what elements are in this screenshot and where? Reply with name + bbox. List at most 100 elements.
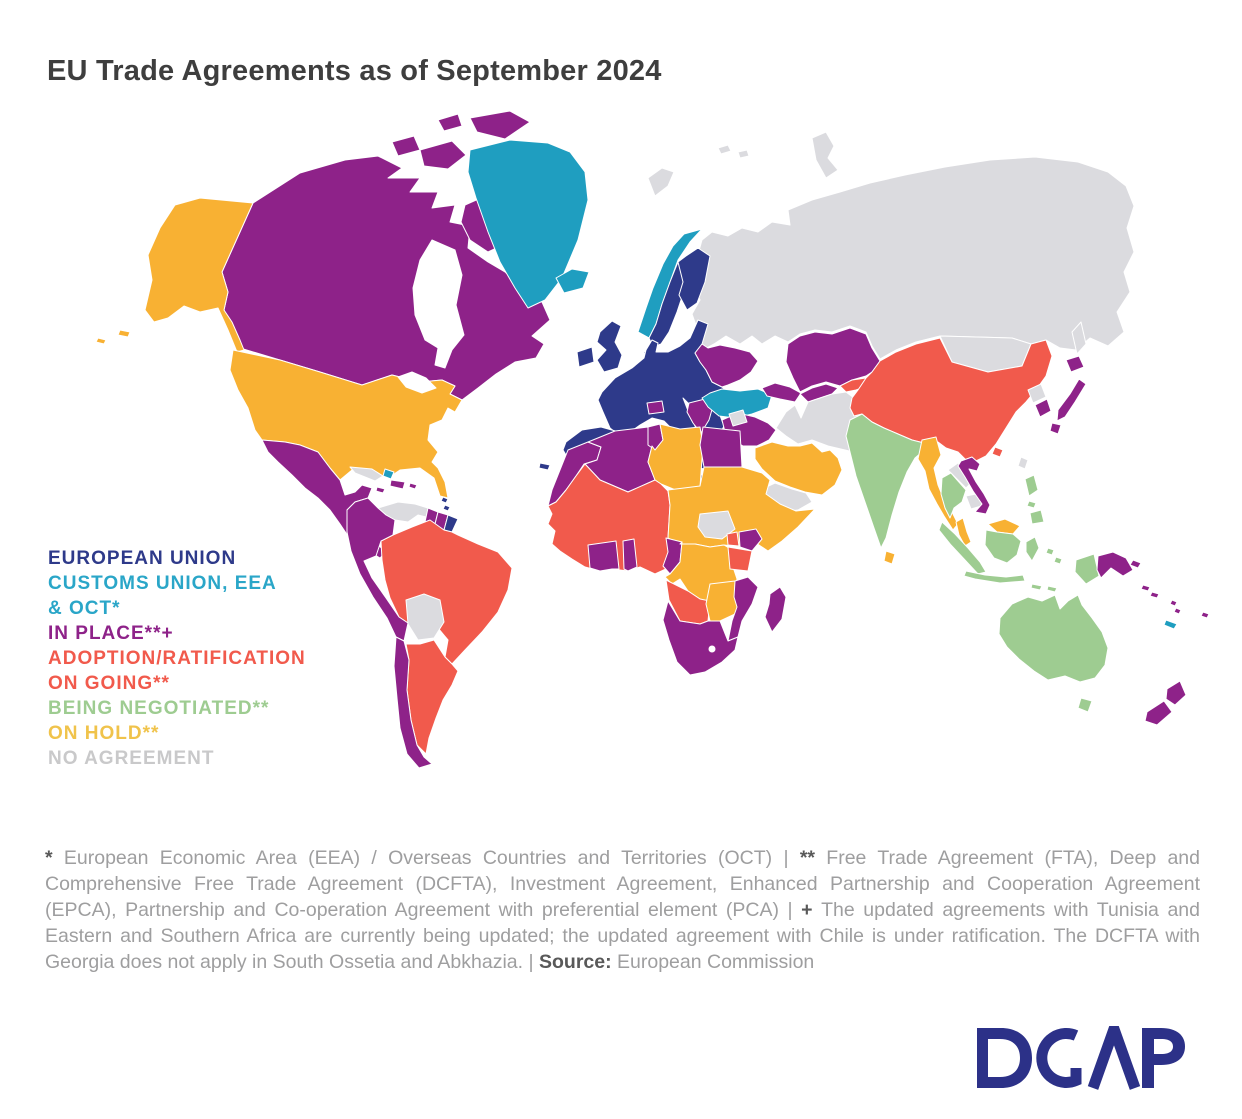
region-moluccas bbox=[1045, 547, 1055, 556]
region-canada bbox=[437, 113, 463, 132]
region-new-zealand bbox=[1165, 680, 1187, 706]
region-saudi-gcc bbox=[754, 441, 843, 496]
region-canada bbox=[419, 140, 467, 170]
region-chile bbox=[393, 636, 433, 769]
region-alaska bbox=[144, 197, 254, 353]
legend-line-in-place: IN PLACE**+ bbox=[48, 623, 174, 644]
region-java bbox=[963, 570, 1026, 584]
region-borneo bbox=[984, 529, 1022, 564]
region-alaska bbox=[117, 329, 131, 338]
region-syria bbox=[728, 409, 748, 427]
region-south-sudan bbox=[697, 510, 736, 540]
great-lakes bbox=[397, 371, 437, 394]
region-finland bbox=[677, 247, 711, 311]
region-north-korea bbox=[1027, 383, 1047, 404]
region-vanuatu bbox=[1169, 599, 1178, 607]
region-russia bbox=[1071, 321, 1087, 355]
legend-line-customs-union-1: CUSTOMS UNION, EEA bbox=[48, 573, 277, 594]
region-philippines bbox=[1024, 474, 1039, 497]
region-andean bbox=[346, 497, 409, 642]
region-hainan bbox=[991, 446, 1004, 458]
region-australia bbox=[998, 594, 1109, 683]
region-svalbard bbox=[647, 167, 675, 197]
region-kazakhstan bbox=[785, 327, 881, 393]
region-russia bbox=[691, 156, 1135, 360]
region-india bbox=[845, 413, 935, 549]
region-switzerland bbox=[646, 400, 665, 415]
footnote-text: * European Economic Area (EEA) / Oversea… bbox=[45, 847, 1200, 973]
region-png bbox=[1129, 559, 1142, 569]
region-brazil bbox=[380, 519, 513, 665]
region-sri-lanka bbox=[883, 550, 896, 565]
region-png bbox=[1096, 551, 1134, 579]
region-turkey bbox=[701, 388, 773, 419]
region-philippines bbox=[1029, 509, 1045, 525]
region-thailand bbox=[940, 472, 967, 519]
region-tasmania bbox=[1077, 697, 1093, 713]
region-ukraine bbox=[694, 343, 759, 388]
region-southern-africa bbox=[662, 600, 739, 676]
page-title: EU Trade Agreements as of September 2024 bbox=[47, 55, 662, 88]
region-vietnam bbox=[957, 456, 991, 515]
region-russia bbox=[737, 149, 750, 159]
region-uganda bbox=[726, 531, 740, 547]
region-togo-benin bbox=[622, 538, 638, 572]
region-canada bbox=[391, 135, 421, 157]
region-japan bbox=[1065, 355, 1085, 373]
legend-line-ratification-2: ON GOING** bbox=[48, 673, 170, 694]
dgap-logo bbox=[977, 1026, 1185, 1090]
region-new-zealand bbox=[1144, 700, 1173, 726]
region-novaya-zemlya bbox=[811, 131, 839, 179]
region-malaysia-borneo bbox=[987, 518, 1021, 535]
region-lesser-sunda bbox=[1030, 583, 1043, 591]
region-moluccas bbox=[1053, 556, 1063, 565]
region-solomons bbox=[1149, 591, 1160, 599]
region-west-papua bbox=[1074, 553, 1100, 585]
legend-line-ratification-1: ADOPTION/RATIFICATION bbox=[48, 648, 306, 669]
region-taiwan bbox=[1017, 456, 1029, 470]
region-fiji bbox=[1200, 611, 1210, 619]
legend-line-on-hold: ON HOLD** bbox=[48, 723, 160, 744]
legend-line-european-union: EUROPEAN UNION bbox=[48, 548, 237, 569]
region-hispaniola bbox=[389, 479, 406, 490]
region-iceland bbox=[555, 268, 590, 294]
region-puerto-rico bbox=[408, 482, 418, 490]
region-japan bbox=[1049, 422, 1062, 435]
hudson-bay bbox=[412, 239, 465, 369]
dgap-logo-letters bbox=[977, 1026, 1185, 1090]
region-ireland bbox=[576, 346, 595, 368]
region-canada bbox=[221, 155, 551, 401]
region-ghana-cdi bbox=[587, 540, 620, 572]
region-kenya bbox=[738, 528, 763, 552]
region-uk bbox=[596, 320, 623, 373]
region-solomons bbox=[1140, 584, 1151, 592]
region-antilles-eu bbox=[442, 504, 451, 512]
region-bahamas bbox=[382, 468, 395, 480]
region-new-caledonia bbox=[1163, 619, 1178, 630]
legend: EUROPEAN UNION CUSTOMS UNION, EEA & OCT*… bbox=[48, 546, 306, 771]
region-vanuatu bbox=[1173, 607, 1182, 615]
region-malaysia-peninsula bbox=[955, 517, 972, 547]
region-south-korea bbox=[1034, 398, 1052, 418]
legend-line-no-agreement: NO AGREEMENT bbox=[48, 748, 215, 769]
region-caucasus bbox=[761, 382, 802, 403]
region-canada bbox=[469, 110, 531, 140]
region-lesser-sunda bbox=[1046, 585, 1058, 593]
region-cuba bbox=[349, 466, 384, 482]
legend-line-customs-union-2: & OCT* bbox=[48, 598, 121, 619]
region-philippines bbox=[1026, 500, 1037, 509]
legend-line-negotiated: BEING NEGOTIATED** bbox=[48, 698, 270, 719]
region-madagascar bbox=[764, 586, 787, 633]
region-bolivia bbox=[405, 593, 445, 641]
region-jamaica bbox=[375, 486, 386, 494]
region-antilles-eu bbox=[440, 496, 449, 504]
region-tanzania bbox=[727, 546, 753, 572]
region-alaska bbox=[95, 337, 107, 345]
lesotho bbox=[708, 645, 716, 653]
region-russia bbox=[717, 144, 732, 155]
region-greenland bbox=[467, 139, 589, 309]
region-egypt bbox=[699, 426, 743, 470]
region-sumatra bbox=[938, 521, 987, 575]
region-japan bbox=[1056, 378, 1087, 422]
